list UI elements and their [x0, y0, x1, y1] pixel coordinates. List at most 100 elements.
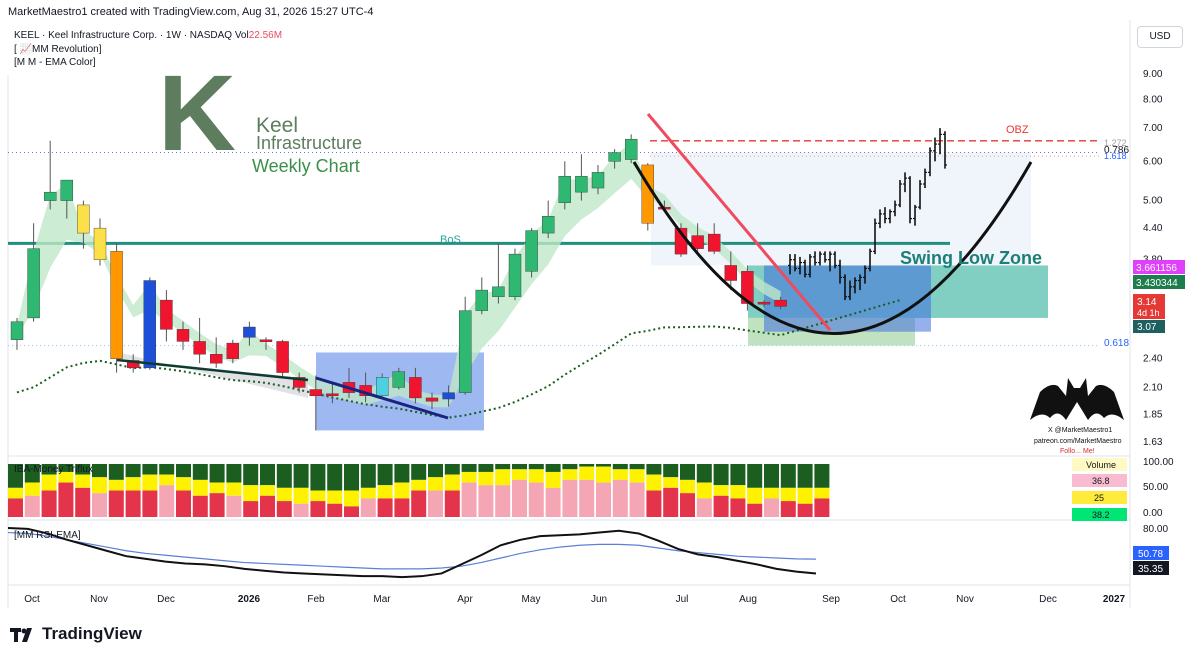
volume-bar-lower — [562, 479, 578, 517]
price-chart[interactable]: 9.008.007.006.005.004.403.802.402.101.85… — [0, 0, 1200, 610]
volume-bar-lower — [310, 501, 326, 517]
volume-bar-upper — [612, 464, 628, 470]
weekly-candle[interactable] — [459, 310, 472, 393]
weekly-candle[interactable] — [276, 341, 289, 373]
volume-bar-upper — [159, 464, 175, 475]
volume-bar-mid — [24, 482, 40, 496]
footer-bar — [0, 610, 1200, 659]
indicator-legend-2[interactable]: [M M - EMA Color] — [14, 57, 96, 68]
weekly-candle[interactable] — [209, 354, 223, 364]
weekly-candle[interactable] — [691, 235, 704, 249]
weekly-candle[interactable] — [425, 397, 439, 402]
weekly-candle[interactable] — [77, 204, 90, 234]
volume-bar-mid — [243, 485, 259, 502]
volume-bar-upper — [125, 464, 141, 478]
weekly-candle[interactable] — [724, 265, 737, 281]
weekly-candle[interactable] — [193, 341, 206, 355]
volume-bar-lower — [495, 485, 511, 517]
volume-legend-value-3: 38.2 — [1092, 510, 1110, 520]
symbol-line: KEEL · Keel Infrastructure Corp. · 1W · … — [14, 30, 282, 41]
weekly-candle[interactable] — [93, 227, 107, 260]
weekly-candle[interactable] — [176, 329, 190, 342]
weekly-candle[interactable] — [525, 230, 538, 272]
logo-line-2: Infrastructure — [256, 133, 362, 153]
volume-bar-mid — [579, 466, 595, 480]
volume-bar-lower — [528, 482, 544, 517]
weekly-candle[interactable] — [774, 299, 787, 307]
volume-bar-mid — [276, 487, 292, 502]
watermark-line-2: patreon.com/MarketMaestro — [1034, 438, 1122, 445]
weekly-candle[interactable] — [542, 216, 555, 234]
indicator-legend-1[interactable]: [ 📈MM Revolution] — [14, 44, 102, 55]
weekly-candle[interactable] — [392, 371, 405, 388]
cup-curve — [632, 161, 1033, 335]
weekly-candle[interactable] — [442, 392, 455, 400]
volume-bar-mid — [764, 487, 779, 499]
weekly-candle[interactable] — [160, 299, 173, 330]
weekly-candle[interactable] — [575, 175, 588, 193]
volume-bar-mid — [562, 469, 578, 480]
weekly-candle[interactable] — [226, 342, 240, 359]
volume-bar-upper — [75, 464, 91, 475]
bat-icon — [1030, 378, 1124, 420]
weekly-candle[interactable] — [376, 377, 389, 396]
weekly-candle[interactable] — [259, 339, 273, 342]
volume-bar-lower — [780, 501, 796, 517]
volume-bar-lower — [478, 485, 494, 517]
volume-legend-value-2: 25 — [1094, 493, 1104, 503]
volume-bar-upper — [360, 464, 376, 488]
fib-0786-label: 0.786 — [1104, 145, 1129, 156]
volume-bar-mid — [293, 487, 309, 504]
volume-bar-upper — [646, 464, 662, 475]
weekly-candle[interactable] — [293, 377, 306, 388]
fib-0618-label: 0.618 — [1104, 338, 1129, 349]
weekly-candle[interactable] — [243, 326, 256, 338]
weekly-candle[interactable] — [309, 389, 322, 396]
weekly-candle[interactable] — [608, 152, 621, 162]
price-axis-tick: 2.40 — [1143, 354, 1163, 365]
weekly-candle[interactable] — [475, 289, 488, 311]
weekly-candle[interactable] — [10, 321, 24, 340]
volume-panel-title[interactable]: IBA-Money Triflux — [14, 464, 93, 475]
volume-bar-upper — [276, 464, 292, 488]
volume-bar-lower — [92, 493, 107, 517]
volume-bar-mid — [663, 477, 679, 488]
price-axis-tick: 8.00 — [1143, 94, 1163, 105]
volume-bar-mid — [629, 469, 645, 483]
weekly-candle[interactable] — [110, 251, 123, 359]
tradingview-logo[interactable]: TradingView — [10, 624, 142, 644]
weekly-candle[interactable] — [508, 253, 522, 297]
weekly-candle[interactable] — [44, 191, 57, 201]
weekly-candle[interactable] — [326, 393, 339, 396]
volume-bar-mid — [226, 482, 242, 496]
volume-bar-mid — [394, 482, 410, 499]
volume-bar-mid — [680, 479, 695, 494]
volume-bar-lower — [461, 482, 477, 517]
weekly-candle[interactable] — [143, 280, 157, 369]
volume-bar-mid — [75, 474, 91, 488]
price-badge-2 — [1133, 275, 1185, 289]
volume-bar-lower — [8, 498, 23, 517]
volume-bar-mid — [495, 469, 511, 486]
ema-ribbon — [17, 142, 781, 408]
volume-bar-mid — [461, 471, 477, 483]
weekly-candle[interactable] — [558, 175, 571, 203]
volume-bar-mid — [192, 479, 208, 496]
weekly-candle[interactable] — [625, 138, 638, 160]
weekly-candle[interactable] — [492, 286, 505, 297]
weekly-candle[interactable] — [708, 233, 721, 252]
volume-bar-mid — [125, 477, 141, 491]
volume-bar-mid — [209, 482, 225, 494]
weekly-candle[interactable] — [591, 172, 605, 189]
weekly-candle[interactable] — [409, 377, 422, 399]
weekly-candle[interactable] — [27, 248, 40, 319]
volume-bar-upper — [344, 464, 359, 491]
rsi-axis-tick: 80.00 — [1143, 524, 1168, 535]
weekly-candle[interactable] — [757, 301, 771, 305]
volume-bar-upper — [680, 464, 695, 480]
rsi-panel-title[interactable]: [MM RSI-EMA] — [14, 530, 81, 541]
weekly-candle[interactable] — [60, 179, 73, 201]
time-axis-tick: Jul — [676, 594, 689, 605]
currency-button[interactable]: USD — [1137, 26, 1183, 48]
weekly-candle[interactable] — [741, 271, 754, 304]
